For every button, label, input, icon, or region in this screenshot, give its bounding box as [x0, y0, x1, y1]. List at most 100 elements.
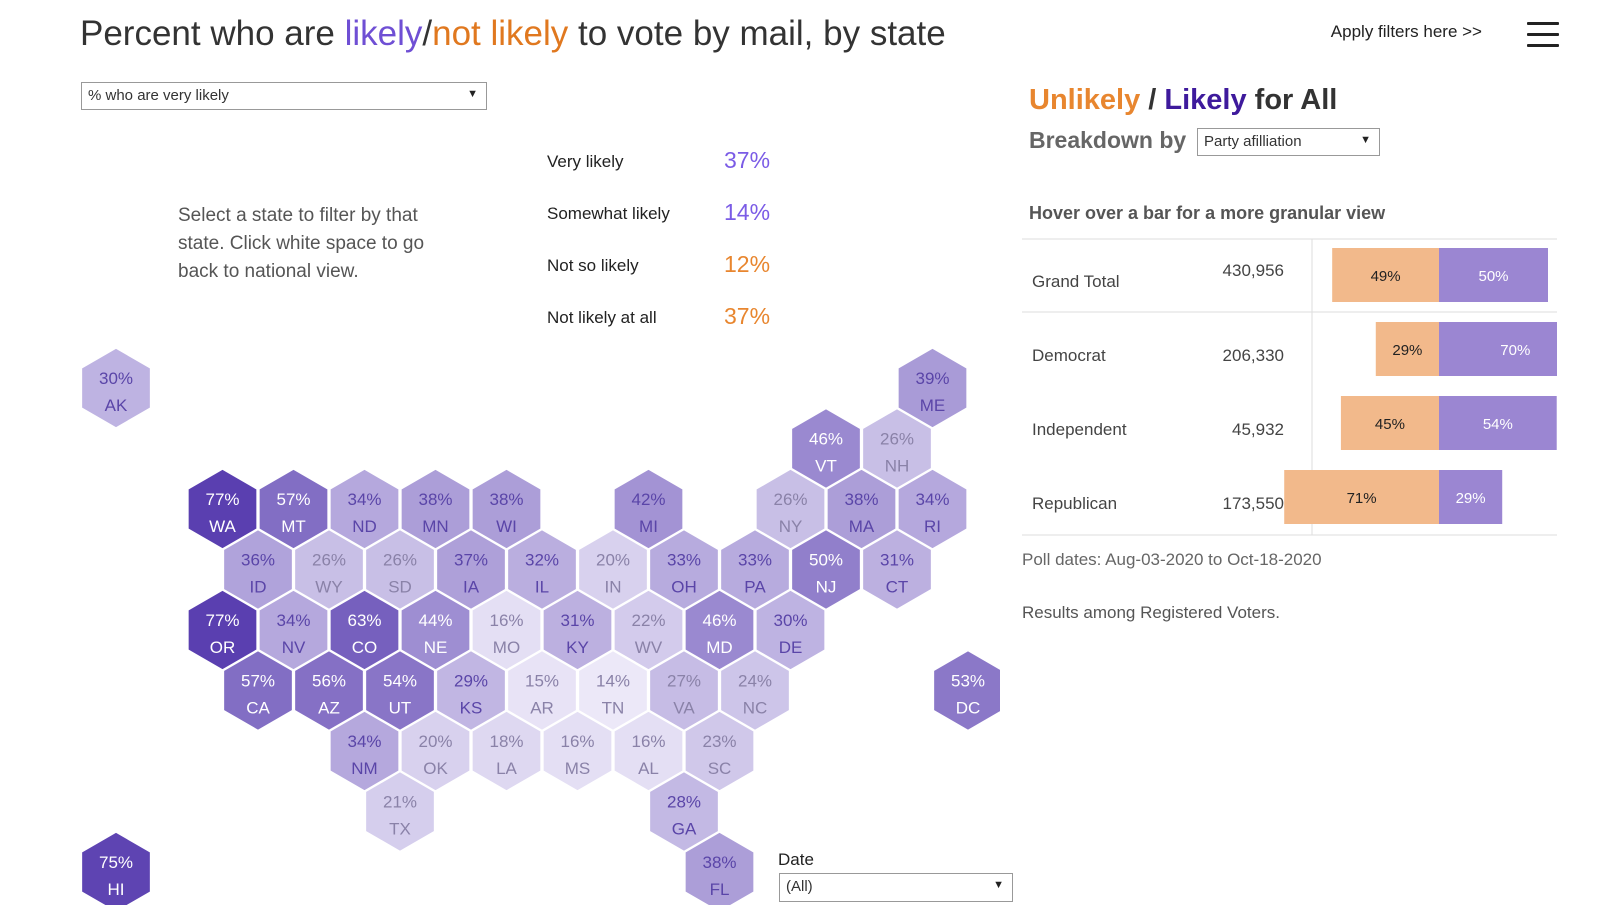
- state-hex-al[interactable]: 16% AL: [613, 710, 684, 792]
- state-hex-shape[interactable]: [364, 649, 436, 732]
- state-hex-fl[interactable]: 38% FL: [684, 831, 755, 905]
- table-row[interactable]: Grand Total 430,956 49% 50%: [1032, 248, 1548, 302]
- state-hex-il[interactable]: 32% IL: [506, 528, 578, 611]
- state-hex-shape[interactable]: [542, 710, 613, 792]
- state-hex-shape[interactable]: [719, 528, 791, 611]
- state-hex-shape[interactable]: [790, 407, 862, 490]
- measure-select[interactable]: % who are very likely ▼: [81, 82, 487, 110]
- state-hex-nh[interactable]: 26% NH: [861, 407, 933, 490]
- state-hex-shape[interactable]: [258, 468, 329, 550]
- state-hex-az[interactable]: 56% AZ: [293, 649, 365, 732]
- state-hex-me[interactable]: 39% ME: [897, 347, 968, 429]
- state-hex-shape[interactable]: [613, 589, 684, 671]
- state-hex-shape[interactable]: [684, 831, 755, 905]
- state-hex-wi[interactable]: 38% WI: [471, 468, 542, 550]
- state-hex-shape[interactable]: [684, 710, 755, 792]
- state-hex-shape[interactable]: [613, 468, 684, 550]
- state-hex-in[interactable]: 20% IN: [577, 528, 649, 611]
- state-hex-shape[interactable]: [932, 649, 1000, 732]
- state-hex-ut[interactable]: 54% UT: [364, 649, 436, 732]
- menu-icon[interactable]: [1527, 22, 1559, 48]
- state-hex-shape[interactable]: [755, 468, 826, 550]
- state-hex-shape[interactable]: [648, 528, 720, 611]
- state-hex-nv[interactable]: 34% NV: [258, 589, 329, 671]
- bar-unlikely[interactable]: [1375, 322, 1439, 376]
- state-hex-shape[interactable]: [897, 347, 968, 429]
- state-hex-nm[interactable]: 34% NM: [329, 710, 400, 792]
- state-hex-ia[interactable]: 37% IA: [435, 528, 507, 611]
- state-hex-id[interactable]: 36% ID: [222, 528, 294, 611]
- bar-likely[interactable]: [1439, 322, 1557, 376]
- breakdown-select[interactable]: Party afilliation ▼: [1197, 128, 1380, 156]
- state-hex-ar[interactable]: 15% AR: [506, 649, 578, 732]
- state-hex-shape[interactable]: [790, 528, 862, 611]
- state-hex-shape[interactable]: [577, 528, 649, 611]
- state-hex-ct[interactable]: 31% CT: [861, 528, 933, 611]
- state-hex-nd[interactable]: 34% ND: [329, 468, 400, 550]
- state-hex-wv[interactable]: 22% WV: [613, 589, 684, 671]
- state-hex-ky[interactable]: 31% KY: [542, 589, 613, 671]
- state-hex-shape[interactable]: [364, 528, 436, 611]
- state-hex-shape[interactable]: [613, 710, 684, 792]
- bar-unlikely[interactable]: [1284, 470, 1439, 524]
- state-hex-shape[interactable]: [293, 649, 365, 732]
- bar-unlikely[interactable]: [1332, 248, 1439, 302]
- state-hex-shape[interactable]: [506, 649, 578, 732]
- state-hex-oh[interactable]: 33% OH: [648, 528, 720, 611]
- state-hex-shape[interactable]: [435, 649, 507, 732]
- state-hex-shape[interactable]: [755, 589, 826, 671]
- state-hex-shape[interactable]: [719, 649, 791, 732]
- state-hex-ok[interactable]: 20% OK: [400, 710, 471, 792]
- state-hex-shape[interactable]: [471, 589, 542, 671]
- state-hex-co[interactable]: 63% CO: [329, 589, 400, 671]
- table-row[interactable]: Independent 45,932 45% 54%: [1032, 396, 1557, 450]
- table-row[interactable]: Democrat 206,330 29% 70%: [1032, 322, 1557, 376]
- state-hex-shape[interactable]: [471, 710, 542, 792]
- apply-filters-link[interactable]: Apply filters here >>: [1330, 22, 1482, 41]
- state-hex-ma[interactable]: 38% MA: [826, 468, 897, 550]
- state-hex-shape[interactable]: [187, 468, 258, 550]
- state-hex-or[interactable]: 77% OR: [187, 589, 258, 671]
- state-hex-shape[interactable]: [435, 528, 507, 611]
- state-hex-hi[interactable]: 75% HI: [80, 831, 152, 905]
- state-hex-ny[interactable]: 26% NY: [755, 468, 826, 550]
- state-hex-shape[interactable]: [329, 589, 400, 671]
- state-hex-dc[interactable]: 53% DC: [932, 649, 1000, 732]
- state-hex-tn[interactable]: 14% TN: [577, 649, 649, 732]
- state-hex-mt[interactable]: 57% MT: [258, 468, 329, 550]
- state-hex-shape[interactable]: [684, 589, 755, 671]
- state-hex-wa[interactable]: 77% WA: [187, 468, 258, 550]
- state-hex-tx[interactable]: 21% TX: [364, 770, 436, 853]
- state-hex-md[interactable]: 46% MD: [684, 589, 755, 671]
- state-hex-ri[interactable]: 34% RI: [897, 468, 968, 550]
- state-hex-shape[interactable]: [542, 589, 613, 671]
- state-hex-shape[interactable]: [861, 407, 933, 490]
- state-hex-shape[interactable]: [400, 468, 471, 550]
- state-hex-shape[interactable]: [222, 528, 294, 611]
- state-hex-nc[interactable]: 24% NC: [719, 649, 791, 732]
- state-hex-shape[interactable]: [222, 649, 294, 732]
- state-hex-va[interactable]: 27% VA: [648, 649, 720, 732]
- bar-likely[interactable]: [1439, 470, 1503, 524]
- state-hex-vt[interactable]: 46% VT: [790, 407, 862, 490]
- state-hex-shape[interactable]: [329, 710, 400, 792]
- bar-likely[interactable]: [1439, 396, 1557, 450]
- state-hex-la[interactable]: 18% LA: [471, 710, 542, 792]
- state-hex-shape[interactable]: [826, 468, 897, 550]
- state-hex-ga[interactable]: 28% GA: [648, 770, 720, 853]
- state-hex-shape[interactable]: [471, 468, 542, 550]
- date-select[interactable]: (All) ▼: [779, 873, 1013, 902]
- table-row[interactable]: Republican 173,550 71% 29%: [1032, 470, 1503, 524]
- state-hex-shape[interactable]: [400, 710, 471, 792]
- state-hex-ne[interactable]: 44% NE: [400, 589, 471, 671]
- state-hex-shape[interactable]: [80, 831, 152, 905]
- state-hex-de[interactable]: 30% DE: [755, 589, 826, 671]
- state-hex-shape[interactable]: [293, 528, 365, 611]
- state-hex-shape[interactable]: [400, 589, 471, 671]
- state-hex-ca[interactable]: 57% CA: [222, 649, 294, 732]
- state-hex-pa[interactable]: 33% PA: [719, 528, 791, 611]
- state-hex-shape[interactable]: [861, 528, 933, 611]
- state-hex-shape[interactable]: [80, 347, 152, 429]
- state-hex-sc[interactable]: 23% SC: [684, 710, 755, 792]
- state-hex-shape[interactable]: [187, 589, 258, 671]
